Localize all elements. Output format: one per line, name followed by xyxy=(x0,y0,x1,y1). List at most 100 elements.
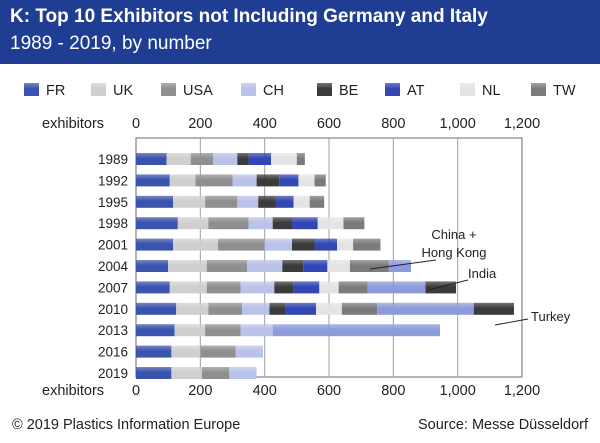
bar-segment-usa xyxy=(206,281,241,294)
chart-title: K: Top 10 Exhibitors not Including Germa… xyxy=(10,6,488,27)
bar-segment-nl xyxy=(293,195,310,208)
tick-label-bottom: 800 xyxy=(381,383,405,399)
legend-swatch-uk xyxy=(91,83,106,96)
chart-subtitle: 1989 - 2019, by number xyxy=(10,33,212,54)
year-label: 2007 xyxy=(98,280,128,295)
bar-segment-fr xyxy=(136,174,170,187)
legend-label-nl: NL xyxy=(482,83,501,99)
legend-label-ch: CH xyxy=(263,83,284,99)
year-label: 1998 xyxy=(98,216,128,231)
bar-segment-uk xyxy=(176,302,209,315)
bar-segment-ch xyxy=(264,238,293,251)
bar-segment-fr xyxy=(136,281,170,294)
bar-segment-fr xyxy=(136,324,175,337)
year-label: 2001 xyxy=(98,238,128,253)
bar-segment-usa xyxy=(190,153,214,165)
bar-segment-be xyxy=(237,153,249,165)
bar-segment-fr xyxy=(136,195,173,208)
bar-segment-be xyxy=(258,195,276,208)
bar-segment-ch xyxy=(232,174,257,187)
bar-segment-be xyxy=(272,217,293,230)
bar-segment-china-hong-kong xyxy=(272,324,440,337)
legend-swatch-tw xyxy=(531,83,546,96)
tick-label-bottom: 200 xyxy=(188,383,212,399)
bar-segment-nl xyxy=(337,238,354,251)
annotation-china-line2: Hong Kong xyxy=(421,245,486,260)
bar-segment-fr xyxy=(136,260,169,272)
bar-segment-at xyxy=(293,281,320,294)
tick-label-bottom: 400 xyxy=(253,383,277,399)
annotation-leader xyxy=(369,259,437,270)
source-note: Source: Messe Düsseldorf xyxy=(417,417,588,433)
annotation-leader xyxy=(494,318,529,326)
annotation-leader xyxy=(427,279,469,291)
bar-segment-usa xyxy=(195,174,233,187)
bar-segment-tw xyxy=(343,217,365,230)
bar-segment-be xyxy=(274,281,294,294)
bar-segment-fr xyxy=(136,367,172,379)
tick-label-top: 800 xyxy=(381,116,405,132)
bar-segment-be xyxy=(269,302,286,315)
tick-label-top: 1,200 xyxy=(504,116,540,132)
tick-label-bottom: 1,000 xyxy=(440,383,476,399)
bar-segment-uk xyxy=(169,281,207,294)
bar-segment-be xyxy=(292,238,315,251)
legend-label-uk: UK xyxy=(113,83,133,99)
bar-segment-nl xyxy=(271,153,297,165)
legend-swatch-fr xyxy=(24,83,39,96)
bar-segment-fr xyxy=(136,302,177,315)
tick-label-bottom: 0 xyxy=(132,383,140,399)
tick-label-top: 400 xyxy=(253,116,277,132)
tick-label-bottom: 1,200 xyxy=(504,383,540,399)
bar-segment-at xyxy=(279,174,299,187)
legend-swatch-ch xyxy=(241,83,256,96)
stacked-bar-chart: FR UK USA CH BE AT NL TWexhibitorsexhibitors002… xyxy=(24,83,576,399)
bar-segment-tw xyxy=(341,302,378,315)
bar-segment-tw xyxy=(309,195,325,208)
bar-segment-uk xyxy=(172,195,206,208)
tick-label-bottom: 600 xyxy=(317,383,341,399)
axis-label-top: exhibitors xyxy=(42,116,104,132)
bar-segment-uk xyxy=(177,217,209,230)
bar-segment-be xyxy=(282,260,304,272)
year-label: 2004 xyxy=(98,259,129,274)
year-label: 1989 xyxy=(98,152,128,167)
bar-segment-china-hong-kong xyxy=(377,302,474,315)
bar-segment-uk xyxy=(168,260,207,272)
bar-segment-ch xyxy=(248,217,273,230)
bar-segment-nl xyxy=(327,260,350,272)
tick-label-top: 600 xyxy=(317,116,341,132)
bar-segment-at xyxy=(248,153,272,165)
bar-segment-usa xyxy=(206,260,247,272)
year-label: 2010 xyxy=(98,302,128,317)
bar-segment-tw xyxy=(314,174,326,187)
bar-segment-fr xyxy=(136,238,173,251)
copyright-note: © 2019 Plastics Information Europe xyxy=(12,417,241,433)
axis-label-bottom: exhibitors xyxy=(42,383,104,399)
bar-segment-usa xyxy=(208,302,243,315)
bar-segment-at xyxy=(292,217,318,230)
year-label: 1995 xyxy=(98,195,128,210)
bar-segment-uk xyxy=(171,345,201,358)
bar-segment-ch xyxy=(237,195,259,208)
bar-segment-china-hong-kong xyxy=(388,260,412,272)
bar-segment-ch xyxy=(240,281,275,294)
bar-segment-uk xyxy=(169,174,196,187)
bar-segment-uk xyxy=(166,153,191,165)
bar-segment-fr xyxy=(136,217,178,230)
legend-swatch-nl xyxy=(460,83,475,96)
bar-segment-nl xyxy=(316,302,342,315)
tick-label-top: 1,000 xyxy=(440,116,476,132)
bar-segment-nl xyxy=(319,281,339,294)
title-banner: K: Top 10 Exhibitors not Including Germa… xyxy=(0,0,600,64)
bar-segment-ch xyxy=(213,153,238,165)
bar-segment-usa xyxy=(201,367,230,379)
legend-swatch-usa xyxy=(161,83,176,96)
bar-segment-uk xyxy=(171,367,202,379)
legend-label-tw: TW xyxy=(553,83,576,99)
annotation-china: China + xyxy=(431,227,476,242)
bar-segment-tw xyxy=(338,281,368,294)
bar-segment-be xyxy=(256,174,280,187)
bar-segment-tw xyxy=(349,260,389,272)
year-label: 2016 xyxy=(98,345,128,360)
